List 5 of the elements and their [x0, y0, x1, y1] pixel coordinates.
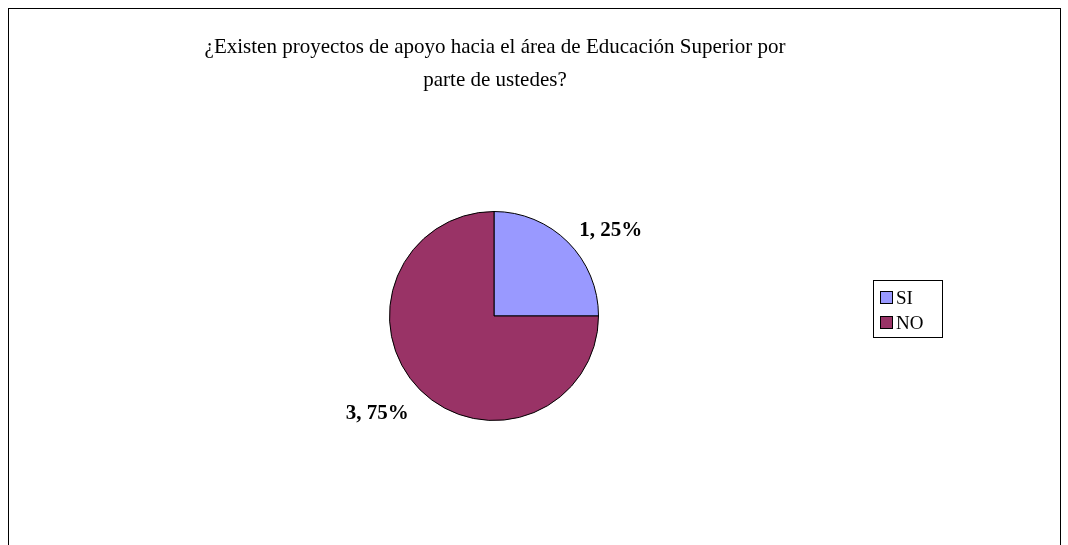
- data-label: 1, 25%: [579, 217, 643, 242]
- data-label: 3, 75%: [345, 399, 409, 424]
- legend-label: SI: [896, 286, 913, 309]
- chart-title: ¿Existen proyectos de apoyo hacia el área de Educación Superior por parte de ustedes?: [203, 33, 787, 93]
- legend-label: NO: [896, 311, 924, 334]
